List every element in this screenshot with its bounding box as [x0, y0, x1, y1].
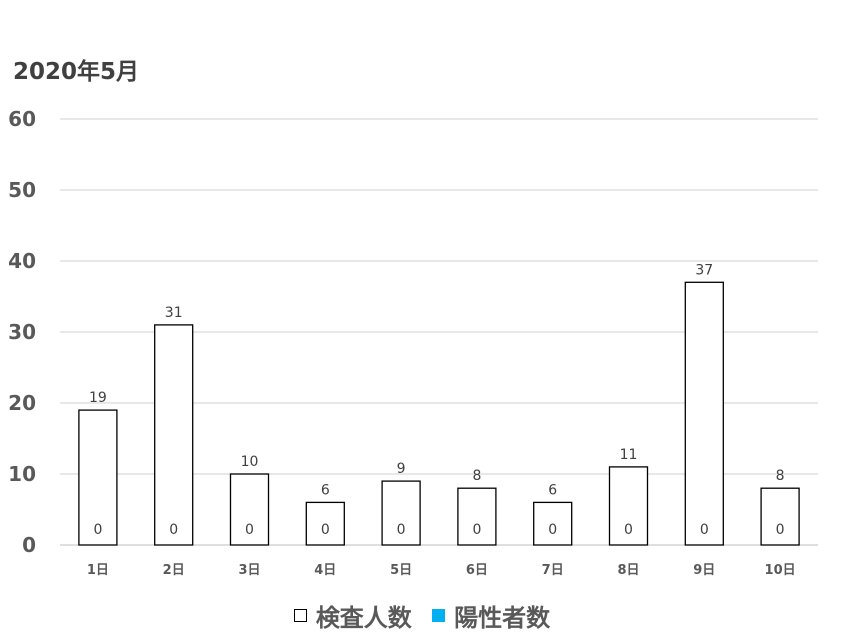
data-label-positive: 0 [321, 522, 330, 538]
y-tick-label: 50 [8, 178, 36, 202]
data-label-tests: 6 [548, 482, 557, 498]
x-tick-label: 9日 [693, 563, 715, 578]
x-tick-label: 1日 [87, 563, 109, 578]
data-label-tests: 9 [397, 461, 406, 477]
data-label-positive: 0 [169, 522, 178, 538]
data-label-tests: 10 [241, 454, 259, 470]
bar-tests [229, 473, 270, 546]
bar-tests [305, 501, 345, 546]
x-tick-label: 6日 [466, 563, 488, 578]
data-label-tests: 11 [620, 447, 638, 463]
x-tick-label: 7日 [542, 563, 564, 578]
data-label-positive: 0 [548, 522, 557, 538]
chart-title: 2020年5月 [13, 59, 140, 85]
bar-tests [684, 281, 724, 546]
data-label-tests: 6 [321, 482, 330, 498]
x-tick-label: 8日 [617, 563, 639, 578]
legend-item-positive: 陽性者数 [432, 598, 550, 633]
y-tick-label: 60 [8, 107, 36, 131]
y-axis: 0 10 20 30 40 50 60 [8, 107, 36, 557]
data-label-positive: 0 [245, 522, 254, 538]
bar-tests [457, 487, 497, 546]
data-label-tests: 8 [776, 468, 785, 484]
data-label-positive: 0 [397, 522, 406, 538]
data-labels: 19 0 31 0 10 0 6 0 9 0 8 0 6 0 11 0 37 0 8 0 [89, 262, 785, 538]
data-label-tests: 37 [695, 262, 713, 278]
bar-tests [381, 480, 421, 546]
bar-tests [533, 501, 573, 546]
bar-tests [608, 466, 649, 546]
legend-label-tests: 検査人数 [315, 604, 412, 632]
data-label-positive: 0 [776, 522, 785, 538]
legend-swatch-tests [293, 609, 307, 622]
y-tick-label: 10 [8, 462, 36, 486]
bar-tests [78, 409, 118, 546]
legend-swatch-positive [432, 609, 446, 622]
legend-item-tests: 検査人数 [293, 598, 412, 633]
data-label-tests: 8 [472, 468, 481, 484]
y-tick-label: 20 [8, 391, 36, 415]
y-tick-label: 40 [8, 249, 36, 273]
y-tick-label: 0 [22, 533, 36, 557]
x-tick-label: 3日 [238, 563, 260, 578]
data-label-tests: 19 [89, 390, 107, 406]
legend: 検査人数 陽性者数 [0, 598, 844, 633]
bar-tests [760, 487, 800, 546]
legend-label-positive: 陽性者数 [454, 604, 551, 632]
x-tick-label: 5日 [390, 563, 412, 578]
data-label-positive: 0 [624, 522, 633, 538]
y-tick-label: 30 [8, 320, 36, 344]
x-tick-label: 10日 [765, 563, 796, 578]
data-label-positive: 0 [700, 522, 709, 538]
x-tick-label: 2日 [163, 563, 185, 578]
data-label-positive: 0 [93, 522, 102, 538]
x-tick-label: 4日 [314, 563, 336, 578]
bar-tests [154, 324, 194, 546]
x-axis: 1日 2日 3日 4日 5日 6日 7日 8日 9日 10日 [87, 563, 796, 578]
data-label-tests: 31 [165, 305, 183, 321]
data-label-positive: 0 [472, 522, 481, 538]
bars [78, 281, 800, 546]
